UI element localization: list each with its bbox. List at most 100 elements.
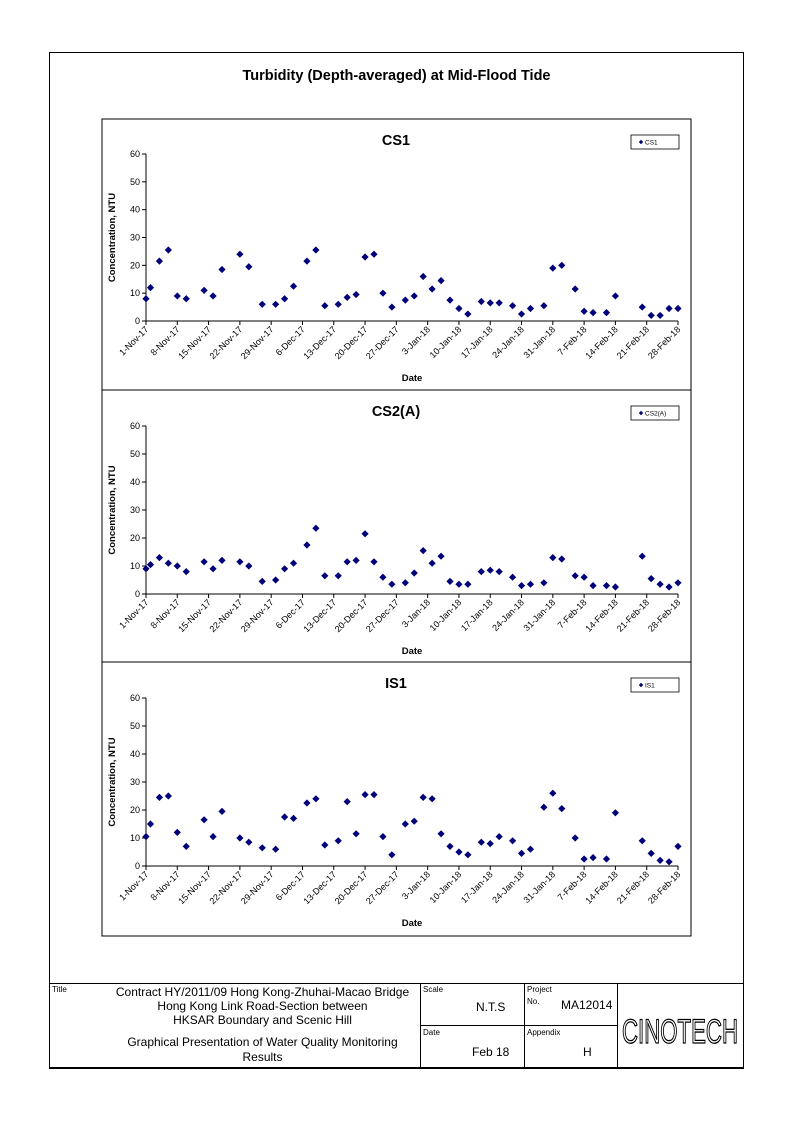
y-tick-label: 40 xyxy=(130,477,140,487)
data-point xyxy=(388,580,396,588)
data-point xyxy=(173,828,181,836)
legend-label: IS1 xyxy=(645,683,655,690)
x-axis-label: Date xyxy=(402,918,423,929)
data-point xyxy=(486,299,494,307)
data-point xyxy=(289,814,298,822)
data-point xyxy=(334,837,342,845)
data-point xyxy=(155,257,164,265)
project-label: Project xyxy=(527,985,552,994)
data-point xyxy=(272,300,280,308)
date-value: Feb 18 xyxy=(472,1045,510,1059)
y-tick-label: 60 xyxy=(130,693,140,703)
data-point xyxy=(218,556,226,564)
data-point xyxy=(245,263,253,271)
data-point xyxy=(656,580,664,588)
data-point xyxy=(303,541,311,549)
data-point xyxy=(343,798,351,806)
y-tick-label: 60 xyxy=(130,149,140,159)
data-point xyxy=(674,304,682,313)
data-point xyxy=(517,849,526,857)
data-point xyxy=(508,302,517,310)
data-point xyxy=(647,311,655,320)
data-point xyxy=(280,565,289,573)
data-point xyxy=(236,834,244,842)
data-point xyxy=(410,292,418,300)
data-point xyxy=(321,572,329,580)
data-point xyxy=(674,579,682,587)
data-point xyxy=(602,309,611,317)
legend-box xyxy=(630,134,680,150)
legend-marker xyxy=(638,410,644,416)
data-point xyxy=(464,580,472,588)
x-axis-label: Date xyxy=(402,646,423,657)
title-block xyxy=(49,983,744,1069)
chart-title: CS2(A) xyxy=(372,404,421,420)
y-tick-label: 20 xyxy=(130,533,140,543)
data-point xyxy=(540,803,548,811)
data-point xyxy=(182,568,190,576)
data-point xyxy=(236,558,244,566)
data-point xyxy=(571,285,579,293)
data-point xyxy=(209,833,217,841)
legend-label: CS1 xyxy=(645,140,658,147)
y-tick-label: 40 xyxy=(130,749,140,759)
data-point xyxy=(508,573,517,581)
data-point xyxy=(540,579,548,587)
data-point xyxy=(200,816,208,824)
data-point xyxy=(379,833,387,841)
data-point xyxy=(495,568,503,576)
data-point xyxy=(495,833,503,841)
data-point xyxy=(146,561,155,569)
data-point xyxy=(303,799,311,807)
data-point xyxy=(272,576,280,584)
data-point xyxy=(428,285,436,293)
y-axis-label: Concentration, NTU xyxy=(107,465,118,554)
data-point xyxy=(611,583,620,591)
y-axis-label: Concentration, NTU xyxy=(107,737,118,826)
data-point xyxy=(146,284,155,292)
drawing-subtitle-line-1: Graphical Presentation of Water Quality … xyxy=(127,1035,398,1049)
data-point xyxy=(571,834,579,842)
y-tick-label: 0 xyxy=(135,861,140,871)
y-tick-label: 30 xyxy=(130,233,140,243)
date-label: Date xyxy=(423,1028,440,1037)
data-point xyxy=(549,789,557,797)
chart-title: IS1 xyxy=(385,676,407,692)
data-point xyxy=(410,817,418,825)
data-point xyxy=(549,264,557,272)
data-point xyxy=(245,562,253,570)
data-point xyxy=(245,838,253,846)
data-point xyxy=(410,569,418,577)
data-point xyxy=(142,833,150,841)
data-point xyxy=(370,250,378,258)
data-point xyxy=(486,566,494,574)
data-point xyxy=(508,837,517,845)
appendix-label: Appendix xyxy=(527,1028,561,1037)
y-tick-label: 0 xyxy=(135,589,140,599)
y-tick-label: 20 xyxy=(130,260,140,270)
data-point xyxy=(486,840,494,848)
y-tick-label: 60 xyxy=(130,421,140,431)
data-point xyxy=(236,250,244,258)
data-point xyxy=(361,530,369,538)
data-point xyxy=(146,820,155,828)
x-axis-label: Date xyxy=(402,373,423,384)
data-point xyxy=(437,552,445,560)
legend-marker xyxy=(638,682,644,688)
page-title: Turbidity (Depth-averaged) at Mid-Flood … xyxy=(242,68,551,84)
data-point xyxy=(446,296,454,304)
data-point xyxy=(455,304,463,313)
data-point xyxy=(428,559,436,567)
data-point xyxy=(419,272,427,281)
data-point xyxy=(258,844,266,852)
chart-title: CS1 xyxy=(382,133,410,149)
data-point xyxy=(352,290,360,299)
contract-title-line-1: Contract HY/2011/09 Hong Kong-Zhuhai-Mac… xyxy=(115,985,410,999)
data-point xyxy=(638,552,646,560)
data-point xyxy=(258,577,266,585)
y-tick-label: 40 xyxy=(130,205,140,215)
data-point xyxy=(580,573,588,581)
data-point xyxy=(647,575,655,583)
data-point xyxy=(558,261,566,269)
data-point xyxy=(477,568,485,576)
